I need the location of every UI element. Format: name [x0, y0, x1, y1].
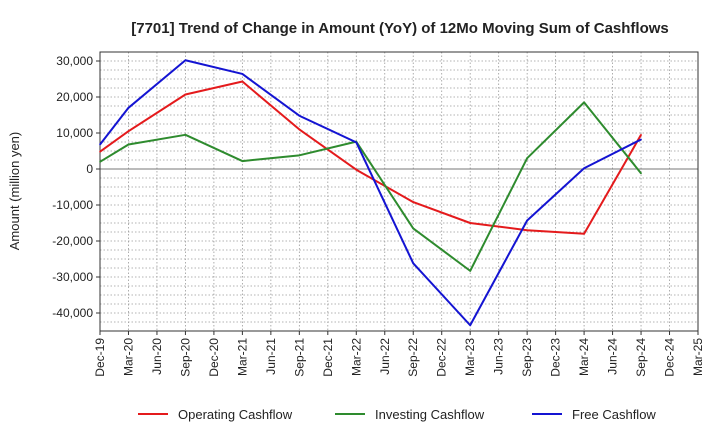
investing-cashflow-point: Investing Cashflow Sep-21: 3800: [298, 154, 301, 157]
operating-cashflow-point: Operating Cashflow Mar-22: -200: [355, 168, 358, 171]
y-tick-label: 0: [86, 162, 93, 176]
legend-label: Investing Cashflow: [375, 407, 485, 422]
free-cashflow-point: Free Cashflow Sep-22: -26200: [412, 262, 415, 265]
x-tick-label: Dec-21: [321, 338, 335, 377]
y-axis-label: Amount (million yen): [7, 132, 22, 251]
x-tick-label: Mar-21: [235, 338, 249, 376]
operating-cashflow-point: Operating Cashflow Sep-24: 9500: [640, 134, 642, 136]
y-tick-label: 10,000: [56, 126, 93, 140]
operating-cashflow-point: Operating Cashflow Dec-19: 4800: [99, 150, 101, 153]
legend-label: Operating Cashflow: [178, 407, 293, 422]
y-tick-label: -10,000: [52, 198, 93, 212]
operating-cashflow-point: Operating Cashflow Sep-20: 20700: [184, 93, 187, 96]
x-tick-label: Sep-21: [292, 338, 306, 377]
legend-item-operating-cashflow: Operating Cashflow: [138, 407, 293, 422]
x-tick-label: Jun-21: [264, 338, 278, 375]
y-tick-label: -30,000: [52, 270, 93, 284]
operating-cashflow-point: Operating Cashflow Mar-24: -18000: [583, 233, 585, 235]
operating-cashflow-line: [99, 80, 642, 235]
x-tick-label: Sep-20: [178, 338, 192, 377]
axes-layer: 30,000 20,000 10,000 0 -10,000 -20,000 -30,000…: [52, 51, 705, 377]
free-cashflow-point: Free Cashflow Mar-23: -43400: [469, 324, 471, 327]
plot-frame: [99, 51, 699, 332]
y-tick-label: 20,000: [56, 90, 93, 104]
investing-cashflow-point: Investing Cashflow Mar-20: 6800: [127, 143, 130, 146]
free-cashflow-point: Free Cashflow Mar-24: 200: [583, 167, 585, 170]
investing-cashflow-point: Investing Cashflow Sep-23: 3000: [526, 157, 528, 159]
x-tick-label: Sep-22: [406, 338, 420, 377]
x-tick-label: Mar-25: [691, 338, 705, 376]
y-tick-label: 30,000: [56, 54, 93, 68]
x-tick-label: Jun-23: [492, 338, 506, 375]
investing-cashflow-point: Investing Cashflow Sep-24: -1200: [640, 172, 642, 175]
operating-cashflow-point: Operating Cashflow Sep-22: -9200: [412, 201, 415, 203]
chart-title: [7701] Trend of Change in Amount (YoY) o…: [131, 20, 669, 37]
investing-cashflow-point: Investing Cashflow Mar-23: -28300: [469, 270, 471, 272]
x-tick-label: Sep-23: [520, 338, 534, 377]
free-cashflow-point: Free Cashflow Sep-24: 8200: [640, 138, 642, 141]
grid-layer: [99, 51, 699, 332]
x-tick-label: Jun-24: [606, 338, 620, 375]
x-tick-label: Jun-22: [378, 338, 392, 375]
investing-cashflow-point: Investing Cashflow Mar-21: 2200: [241, 160, 244, 162]
x-tick-label: Dec-20: [207, 338, 221, 377]
y-tick-label: -40,000: [52, 306, 93, 320]
operating-cashflow-point: Operating Cashflow Mar-21: 24300: [241, 80, 244, 83]
series-layer: Operating Cashflow Dec-19: 4800 Operating…: [99, 59, 642, 327]
free-cashflow-point: Free Cashflow Mar-22: 7400: [355, 141, 358, 144]
x-tick-label: Mar-24: [577, 338, 591, 376]
x-tick-label: Jun-20: [150, 338, 164, 375]
free-cashflow-point: Free Cashflow Sep-21: 14800: [298, 114, 301, 117]
free-cashflow-line: [99, 59, 642, 327]
x-tick-label: Sep-24: [634, 338, 648, 377]
x-tick-label: Dec-24: [663, 338, 677, 377]
legend-label: Free Cashflow: [572, 407, 656, 422]
investing-cashflow-point: Investing Cashflow Dec-19: 2000: [99, 161, 101, 163]
free-cashflow-point: Free Cashflow Mar-21: 26400: [241, 73, 244, 75]
investing-cashflow-point: Investing Cashflow Sep-22: -16500: [412, 227, 415, 230]
operating-cashflow-point: Operating Cashflow Sep-23: -17000: [526, 229, 528, 231]
x-tick-label: Mar-22: [349, 338, 363, 376]
operating-cashflow-point: Operating Cashflow Sep-21: 11000: [298, 128, 301, 131]
operating-cashflow-point: Operating Cashflow Mar-20: 10500: [127, 130, 130, 132]
legend-item-free-cashflow: Free Cashflow: [532, 407, 656, 422]
investing-cashflow-point: Investing Cashflow Mar-24: 18500: [583, 101, 585, 104]
free-cashflow-point: Free Cashflow Dec-19: 6800: [99, 143, 101, 146]
x-tick-label: Mar-23: [463, 338, 477, 376]
free-cashflow-point: Free Cashflow Sep-20: 30200: [184, 59, 187, 62]
investing-cashflow-point: Investing Cashflow Sep-20: 9500: [184, 134, 187, 136]
x-tick-label: Dec-19: [93, 338, 107, 377]
legend: Operating Cashflow Investing Cashflow Free…: [138, 407, 656, 422]
x-tick-label: Dec-22: [435, 338, 449, 377]
y-tick-label: -20,000: [52, 234, 93, 248]
legend-item-investing-cashflow: Investing Cashflow: [335, 407, 485, 422]
operating-cashflow-point: Operating Cashflow Mar-23: -15000: [469, 222, 471, 224]
free-cashflow-point: Free Cashflow Sep-23: -14300: [526, 219, 528, 222]
free-cashflow-point: Free Cashflow Mar-20: 17000: [127, 107, 130, 109]
x-tick-label: Dec-23: [549, 338, 563, 377]
x-tick-label: Mar-20: [121, 338, 135, 376]
